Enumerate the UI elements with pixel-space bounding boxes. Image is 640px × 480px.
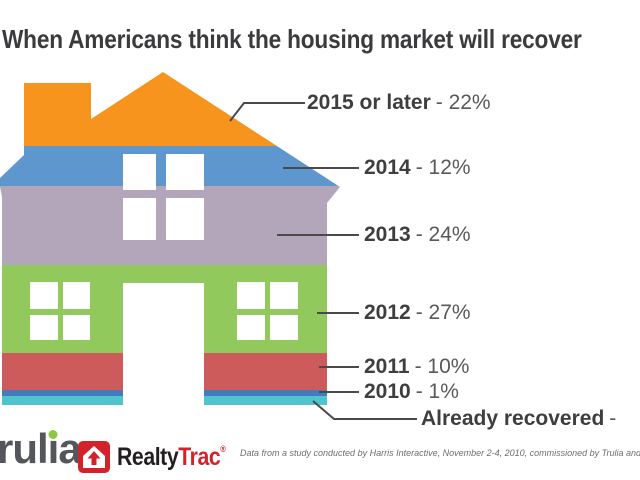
trulia-logo-text: trul — [0, 425, 49, 472]
callout-year: 2015 or later — [307, 91, 431, 114]
page-title: When Americans think the housing market … — [2, 24, 582, 54]
realtytrac-icon-arrow — [87, 451, 101, 465]
door — [123, 283, 204, 405]
callout-year: 2014 — [364, 156, 411, 179]
callout-2010: 2010- 1% — [364, 380, 459, 404]
attic-window-pane — [166, 154, 204, 190]
callout-value: - 10% — [414, 355, 470, 378]
callout-year: 2011 — [364, 355, 410, 378]
callout-year: Already recovered — [421, 407, 605, 430]
callout-2011: 2011- 10% — [364, 355, 469, 379]
callout-already-recovered: Already recovered - — [421, 407, 616, 431]
callout-2014: 2014- 12% — [364, 156, 471, 180]
callout-year: 2012 — [364, 301, 411, 324]
leader-line-2015 — [229, 102, 305, 122]
band-2015-or-later — [0, 72, 340, 146]
callout-value: - 27% — [415, 301, 471, 324]
callout-value: - — [609, 407, 617, 430]
callout-2015-or-later: 2015 or later - 22% — [307, 91, 491, 115]
callout-2012: 2012- 27% — [364, 301, 471, 325]
callout-value: - 22% — [435, 91, 491, 114]
right-window-pane — [237, 282, 265, 309]
callout-year: 2010 — [364, 380, 411, 403]
realtytrac-house-icon — [78, 441, 110, 473]
attic-window-pane — [123, 154, 156, 190]
attic-window-pane — [123, 198, 156, 240]
trulia-logo-i-stem: ı — [47, 425, 60, 472]
callout-year: 2013 — [364, 223, 411, 246]
callout-value: - 24% — [415, 223, 471, 246]
trulia-logo: trulıa® — [0, 425, 89, 478]
left-window-pane — [30, 315, 58, 340]
trulia-logo-i: ı — [47, 425, 60, 472]
leader-line-already-recovered — [312, 400, 417, 420]
realtytrac-logo-text: Realty Trac ® — [117, 442, 226, 472]
callout-value: - 1% — [415, 380, 459, 403]
attic-window-pane — [166, 198, 204, 240]
realtytrac-logo-realty: Realty — [117, 442, 179, 471]
right-window-pane — [237, 315, 265, 340]
left-window-pane — [30, 282, 58, 309]
realtytrac-logo-trac: Trac — [178, 442, 221, 471]
realtytrac-registered-mark: ® — [220, 443, 226, 454]
trulia-logo-text: a — [58, 425, 81, 472]
left-window-pane — [63, 315, 90, 340]
left-window-pane — [63, 282, 90, 309]
right-window-pane — [270, 315, 298, 340]
right-window-pane — [270, 282, 298, 309]
callout-value: - 12% — [415, 156, 471, 179]
callout-2013: 2013- 24% — [364, 223, 471, 247]
realtytrac-logo: Realty Trac ® — [78, 441, 245, 473]
source-disclaimer: Data from a study conducted by Harris In… — [240, 448, 640, 458]
trulia-green-dot-icon — [48, 430, 58, 439]
